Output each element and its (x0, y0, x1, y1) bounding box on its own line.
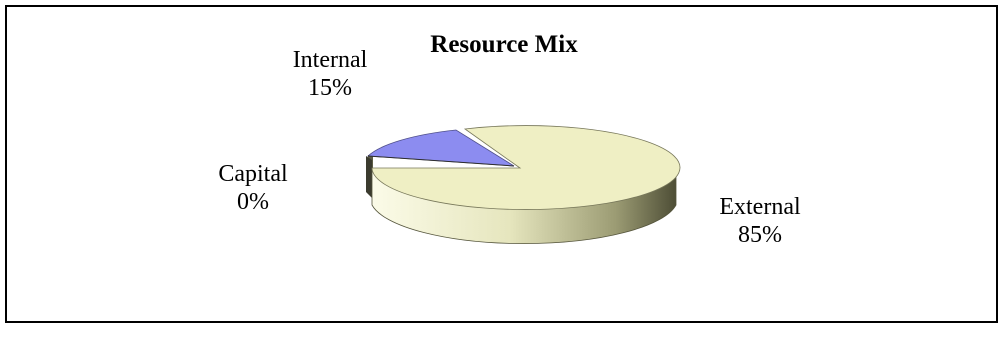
label-external-name: External (719, 194, 801, 220)
label-capital: Capital 0% (203, 160, 303, 216)
label-internal-name: Internal (292, 47, 368, 73)
label-internal: Internal 15% (285, 46, 375, 102)
pie-slice-external (371, 125, 681, 210)
label-capital-pct: 0% (237, 189, 269, 215)
label-external: External 85% (700, 193, 820, 249)
label-external-pct: 85% (738, 222, 782, 248)
label-capital-name: Capital (218, 161, 288, 187)
chart-title: Resource Mix (430, 31, 578, 58)
label-internal-pct: 15% (308, 75, 352, 101)
pie-slice-capital (367, 155, 515, 167)
pie-slice-internal-side (366, 156, 372, 198)
pie-slice-internal (367, 129, 515, 167)
